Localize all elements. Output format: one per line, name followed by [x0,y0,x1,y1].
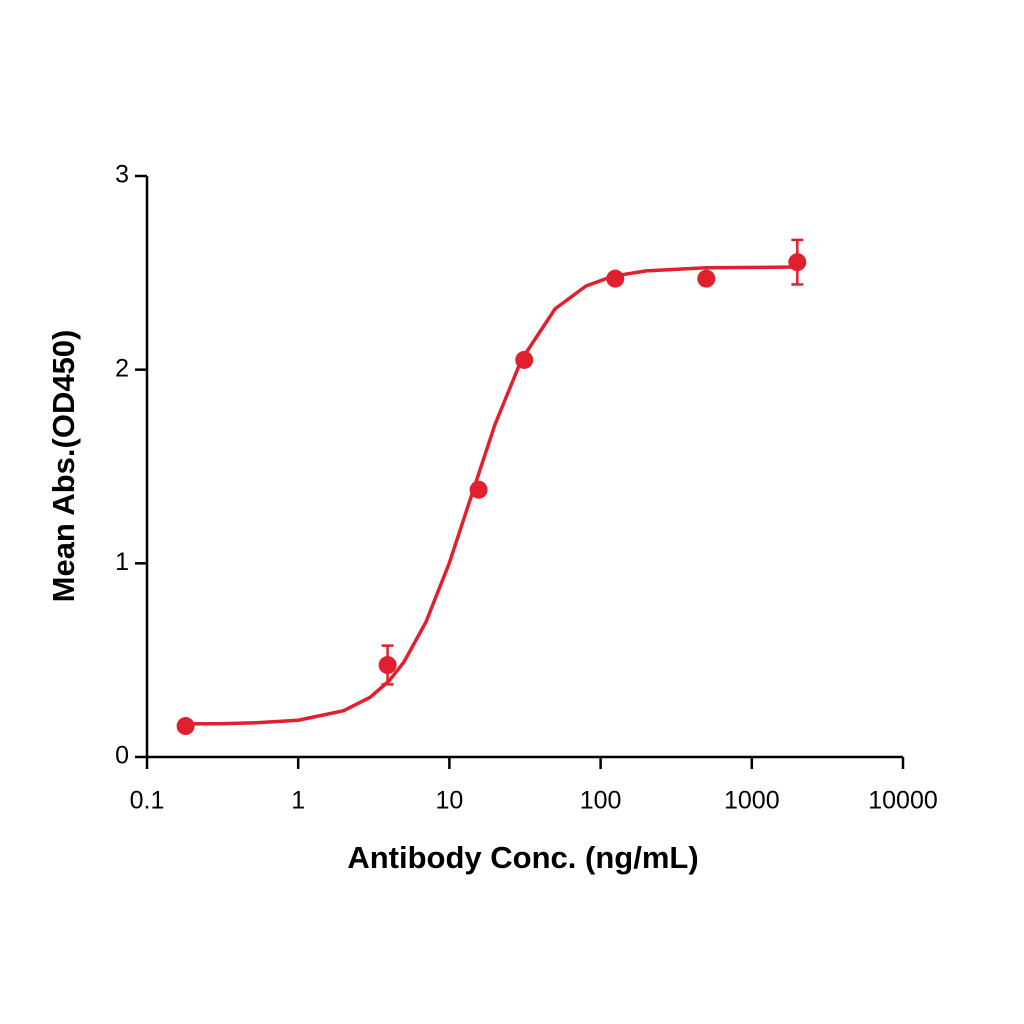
data-point [176,717,195,736]
y-tick-label: 0 [115,742,129,770]
x-tick-label: 10 [435,787,463,815]
x-axis-label: Antibody Conc. (ng/mL) [347,840,698,875]
y-tick-label: 1 [115,548,129,576]
fit-curve [185,265,798,726]
x-tick-label: 100 [580,787,622,815]
y-tick-label: 3 [115,161,129,189]
data-point [606,269,625,288]
data-point [378,656,397,675]
data-point [788,253,807,272]
x-tick-label: 10000 [868,787,938,815]
x-tick-label: 1 [291,787,305,815]
data-point [469,480,488,499]
x-tick-label: 1000 [724,787,780,815]
x-tick-label: 0.1 [130,787,165,815]
data-point [697,269,716,288]
y-axis-label: Mean Abs.(OD450) [46,330,81,603]
data-point [515,350,534,369]
y-tick-label: 2 [115,354,129,382]
